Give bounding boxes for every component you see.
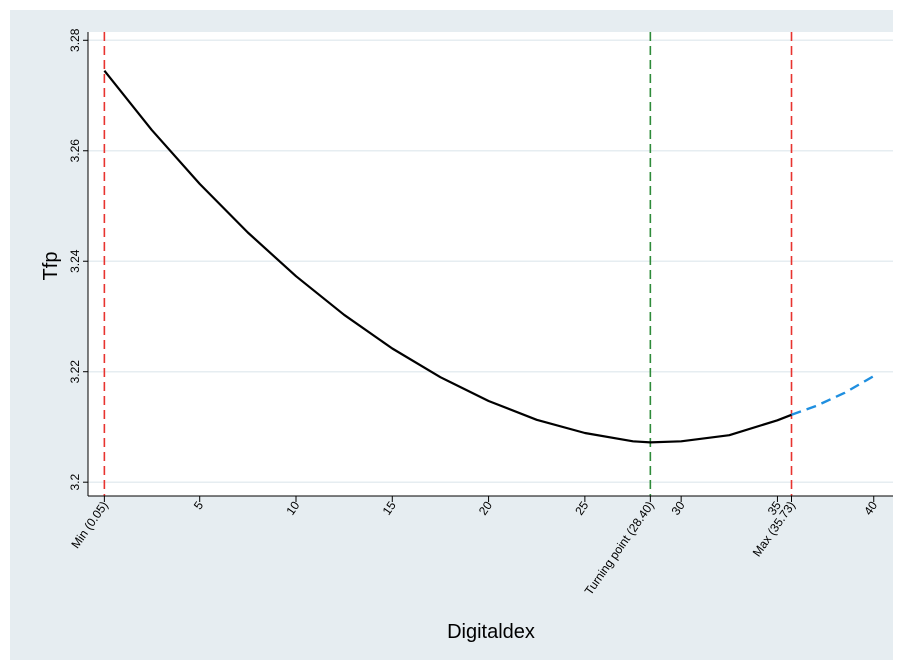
y-tick-label: 3.22 — [68, 360, 82, 384]
y-tick-label: 3.28 — [68, 28, 82, 52]
y-axis-label: Tfp — [40, 252, 62, 281]
plot-area — [88, 32, 893, 496]
extrapolated-series-line — [791, 375, 875, 416]
series-lines — [103, 70, 875, 444]
x-axis-label: Digitaldex — [447, 621, 535, 643]
y-tick-label: 3.24 — [68, 249, 82, 273]
fitted-series-line — [103, 70, 792, 444]
y-tick-label: 3.26 — [68, 139, 82, 163]
reference-lines — [103, 32, 793, 496]
gridlines — [88, 39, 893, 483]
y-ticks: 3.2 3.22 3.24 3.26 3.28 — [68, 28, 88, 491]
axes — [87, 32, 893, 497]
y-tick-label: 3.2 — [68, 474, 82, 491]
